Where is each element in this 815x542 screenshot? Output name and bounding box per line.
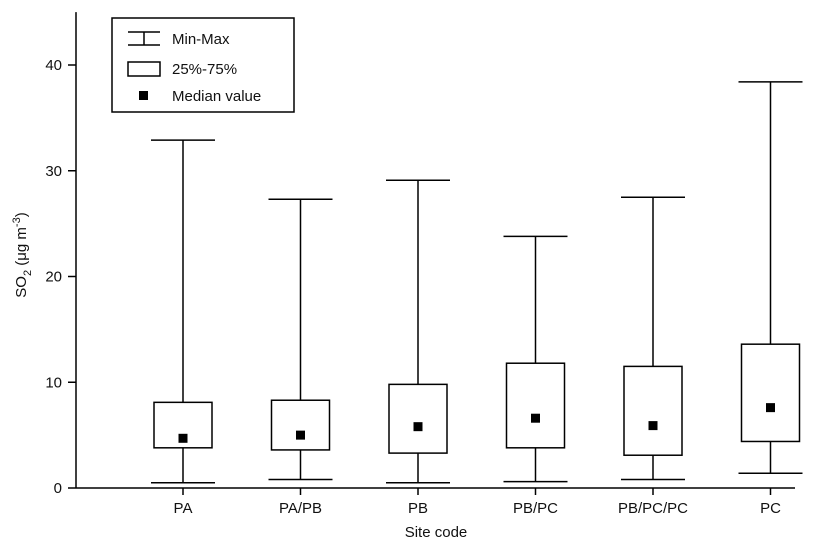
iqr-box: [388, 383, 448, 454]
median-marker: [766, 403, 775, 413]
median-marker: [531, 413, 540, 423]
x-tick-label: PA: [174, 500, 193, 517]
iqr-box: [270, 399, 331, 451]
median-marker: [178, 433, 188, 443]
legend-iqr-label: 25%-75%: [172, 61, 237, 78]
y-tick-label: 20: [45, 269, 62, 286]
median-marker: [296, 430, 305, 440]
iqr-box: [505, 362, 566, 449]
x-tick-label: PB/PC/PC: [618, 500, 688, 517]
legend-iqr-icon: [127, 61, 161, 77]
y-tick-label: 30: [45, 163, 62, 180]
x-tick-label: PB/PC: [513, 500, 558, 517]
iqr-box: [623, 365, 683, 456]
plot-area: 0 10 20 30 40 PA PA/PB PB PB/PC PB/PC/PC PC: [45, 12, 803, 517]
legend: Min-Max 25%-75% Median value: [111, 17, 295, 113]
y-tick-label: 40: [45, 57, 62, 74]
y-tick-label: 10: [45, 374, 62, 391]
median-marker: [648, 421, 658, 431]
legend-median-icon: [139, 91, 148, 100]
x-axis-title: Site code: [405, 524, 468, 541]
iqr-box: [740, 343, 801, 443]
median-marker: [413, 422, 423, 432]
legend-median-label: Median value: [172, 88, 261, 105]
y-tick-label: 0: [54, 480, 62, 497]
legend-minmax-icon: [128, 31, 160, 46]
x-tick-label: PA/PB: [279, 500, 322, 517]
legend-minmax-label: Min-Max: [172, 31, 230, 48]
y-axis-title: SO2 (μg m-3): [11, 212, 34, 297]
x-tick-label: PB: [408, 500, 428, 517]
x-tick-label: PC: [760, 500, 781, 517]
